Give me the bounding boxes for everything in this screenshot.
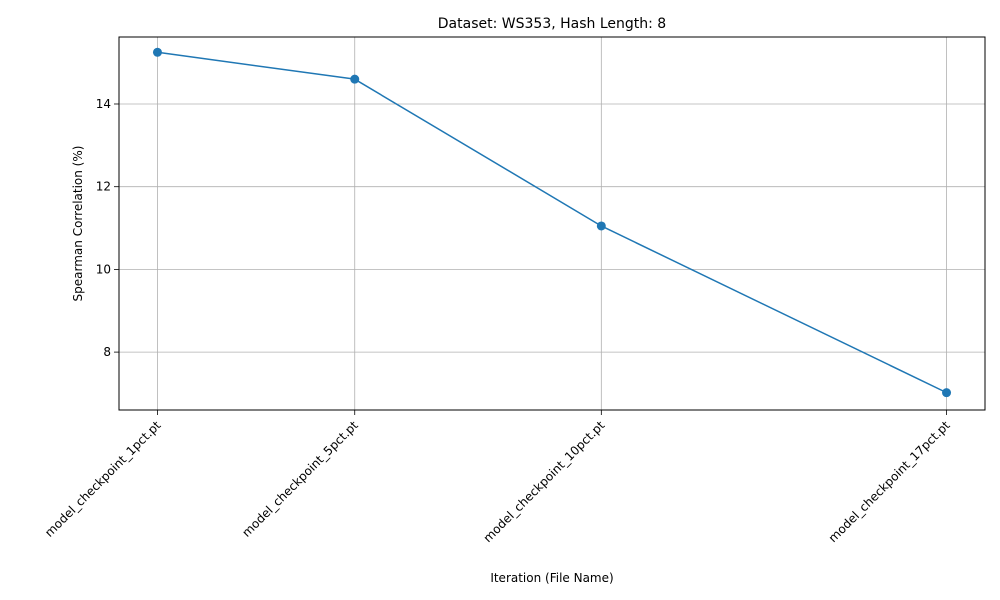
data-point: [152, 47, 162, 57]
y-tick-label: 10: [96, 262, 111, 276]
y-tick-label: 12: [96, 180, 111, 194]
y-tick-label: 14: [96, 97, 111, 111]
y-axis-label: Spearman Correlation (%): [71, 146, 85, 302]
y-axis: 8 10 12 14: [96, 97, 119, 359]
data-point: [942, 388, 952, 398]
x-axis-label: Iteration (File Name): [490, 571, 613, 585]
y-tick-label: 8: [103, 345, 111, 359]
chart-title: Dataset: WS353, Hash Length: 8: [438, 16, 666, 32]
series-line: [157, 51, 947, 394]
axes-frame: [118, 36, 986, 411]
data-point: [596, 221, 606, 231]
series-layer: [152, 47, 952, 398]
data-point: [350, 74, 360, 84]
